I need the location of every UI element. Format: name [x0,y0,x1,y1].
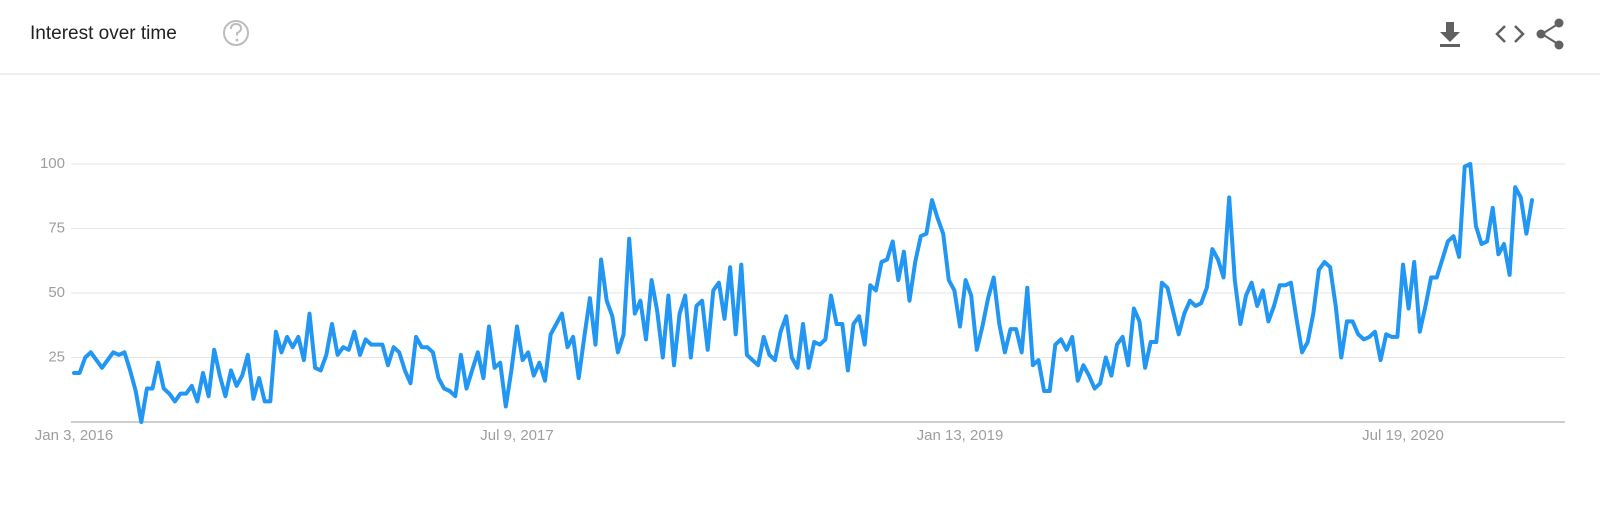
share-button[interactable] [1536,18,1564,50]
embed-left [1495,25,1506,43]
share-node [1536,29,1546,39]
y-tick-label: 50 [48,284,65,301]
y-tick-label: 25 [48,348,65,365]
download-arrow [1440,22,1460,42]
x-tick-label: Jan 13, 2019 [917,427,1004,444]
share-node [1554,18,1564,28]
embed-button[interactable] [1495,25,1525,43]
y-tick-label: 75 [48,219,65,236]
x-tick-label: Jul 9, 2017 [480,427,553,444]
help-circle [223,20,249,46]
share-node [1554,40,1564,50]
widget-title: Interest over time [30,23,177,44]
help-dot [235,38,239,42]
x-tick-label: Jul 19, 2020 [1362,427,1444,444]
help-mark [230,22,243,36]
download-base [1440,44,1460,47]
trend-line [72,162,1534,424]
x-tick-label: Jan 3, 2016 [35,427,113,444]
y-tick-label: 100 [40,155,65,172]
embed-right [1514,25,1525,43]
help-icon[interactable] [223,20,249,46]
download-button[interactable] [1440,22,1460,47]
